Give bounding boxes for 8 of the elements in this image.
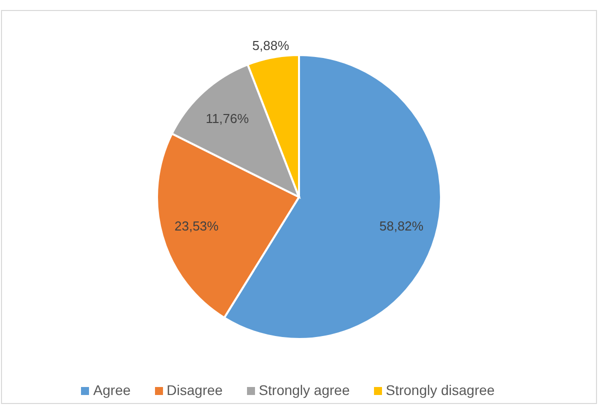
legend-label: Strongly disagree <box>386 382 495 398</box>
legend-label: Agree <box>93 382 131 398</box>
legend-label: Strongly agree <box>258 382 350 398</box>
data-label: 23,53% <box>174 218 220 234</box>
data-label: 11,76% <box>206 110 250 126</box>
data-label: 5,88% <box>252 38 290 54</box>
data-label: 58,82% <box>379 218 424 234</box>
legend-label: Disagree <box>166 382 223 398</box>
